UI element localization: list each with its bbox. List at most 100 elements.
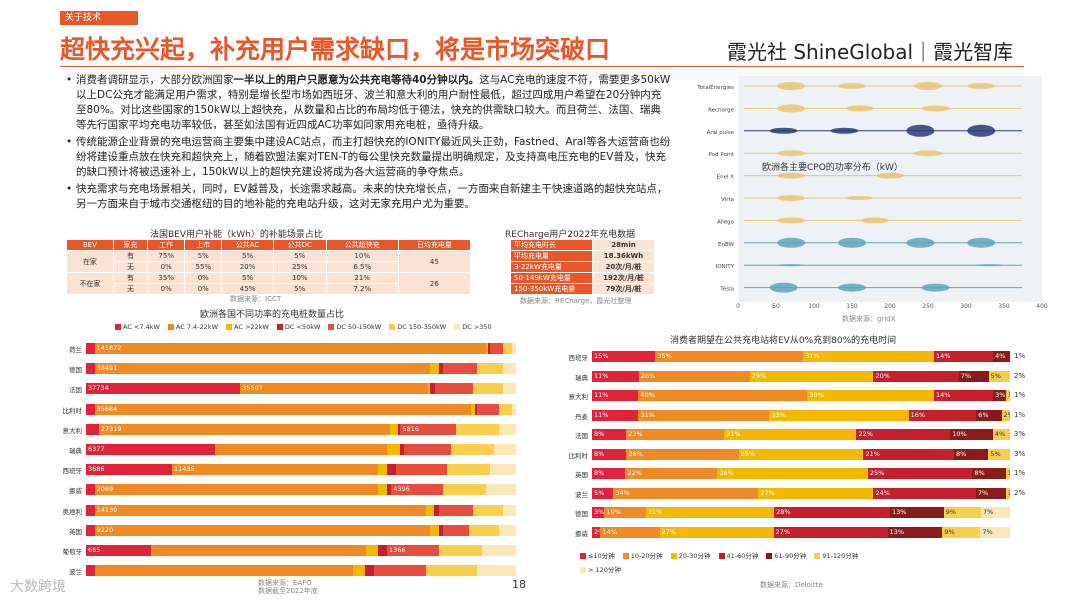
violin-density-blob	[974, 264, 1003, 267]
left-bar-row: 3686 11435	[86, 464, 516, 476]
left-bar-segment: 4396	[391, 484, 443, 496]
left-bar-segment	[215, 444, 387, 455]
left-bar-segment	[472, 504, 504, 516]
left-row-label: 葡萄牙	[62, 548, 83, 556]
violin-source: 数据来源：gridX	[842, 315, 896, 323]
violin-density-blob	[906, 124, 935, 137]
right-bar-segment: 29%	[749, 370, 874, 382]
recharge-table: 平均充电时长 28min 平均充电量 18.36kWh 3-22kW充电量 20次/月/桩…	[510, 239, 655, 295]
right-bar-segment: 16%	[908, 409, 977, 421]
left-row-label: 瑞典	[69, 447, 82, 455]
right-row-label: 意大利	[568, 393, 589, 401]
left-row-label: 法国	[69, 386, 82, 395]
right-row-label: 比利时	[568, 451, 589, 460]
left-row-label: 意大利	[62, 426, 83, 435]
left-bar-segment	[468, 524, 499, 536]
left-bar-row	[86, 565, 516, 577]
violin-density-blob	[967, 237, 996, 248]
left-bar-segment	[378, 484, 387, 496]
violin-density-blob	[777, 217, 806, 224]
france-header-cell: BEV	[66, 239, 114, 251]
legend-swatch	[167, 324, 174, 330]
right-bar-segment: 27%	[758, 487, 874, 499]
violin-density-blob	[777, 237, 806, 248]
right-legend-item: 91-120分钟	[814, 550, 858, 560]
france-header-cell: 公共超快充	[325, 239, 399, 251]
left-bar-segment	[475, 403, 478, 415]
france-value-cell: 0%	[147, 261, 186, 273]
france-value-cell: 6.5%	[325, 261, 399, 273]
violin-density-blob	[967, 83, 996, 89]
left-bar-row: 9220	[86, 524, 516, 536]
violin-tick-label: 50	[772, 303, 780, 310]
legend-swatch	[115, 324, 121, 330]
right-bar-segment: 21%	[863, 448, 954, 460]
right-bar-row: 8% 26% 29% 21% 8% 5%	[592, 448, 1010, 460]
left-row-label: 奥地利	[62, 507, 83, 516]
left-bar-segment	[511, 403, 516, 415]
right-bar-segment: 11%	[592, 390, 639, 401]
right-bar-row: 11% 26% 29% 20% 7% 5%	[592, 370, 1010, 382]
france-header-cell: 上市	[184, 239, 223, 251]
right-bar-segment: 8%	[592, 429, 627, 440]
right-bar-segment: 4%	[993, 351, 1010, 362]
right-bar-row: 8%22%36%25%8%1%	[592, 468, 1010, 479]
france-value-cell: 10%	[272, 272, 327, 284]
left-bar-segment	[86, 343, 95, 354]
watermark-logo: 大数跨境	[10, 579, 66, 595]
right-bar-segment: 20%	[873, 370, 959, 382]
left-row-label: 波兰	[69, 568, 82, 577]
right-bar-segment: 13%	[889, 507, 944, 518]
legend-swatch	[718, 553, 725, 559]
right-bar-segment: 1%	[1005, 390, 1010, 401]
france-value-cell: 5%	[272, 250, 327, 262]
violin-density-blob	[921, 105, 950, 112]
left-bar-segment	[477, 363, 504, 375]
left-bar-segment	[498, 423, 516, 435]
france-daily-cell: 26	[397, 272, 472, 295]
left-bar-segment	[386, 484, 392, 496]
violin-density-blob	[777, 104, 806, 113]
left-chart-title: 欧洲各国不同功率的充电桩数量占比	[200, 310, 345, 320]
left-bar-row: 2069 4396	[86, 484, 516, 496]
recharge-table-title: RECharge用户2022年充电数据	[505, 230, 636, 240]
right-chart-title: 消费者期望在公共充电站将EV从0%充到80%的充电时间	[670, 336, 897, 346]
recharge-table-source: 数据来源：RECharge，霞光社整理	[520, 297, 632, 305]
left-bar-segment	[86, 565, 95, 577]
left-bar-segment	[395, 464, 448, 476]
recharge-key-cell: 平均充电时长	[510, 239, 593, 251]
left-chart-source: 数据来源：EAFO 数据截至2022年底	[258, 579, 318, 595]
left-bar-segment	[352, 565, 366, 577]
france-value-cell: 21%	[325, 272, 399, 284]
france-value-cell: 20%	[221, 261, 274, 273]
left-bar-segment	[498, 403, 512, 415]
recharge-key-cell: 50-149kW充电量	[510, 272, 593, 284]
right-bar-segment: 5%	[988, 448, 1010, 460]
left-bar-segment	[404, 444, 452, 455]
right-bar-row: 11%31%33%16%6%2%	[592, 409, 1010, 421]
violin-tick-label: 100	[808, 303, 820, 310]
left-bar-row: 6377	[86, 444, 516, 455]
right-bar-segment: 2%	[1001, 409, 1010, 421]
legend-swatch	[276, 324, 283, 330]
right-chart-legend: ≤10分钟 10-20分钟 20-30分钟 41-60分钟 61-90分钟 91-120分…	[580, 550, 880, 574]
right-row-label: 瑞典	[575, 373, 588, 382]
left-bar-segment	[442, 524, 469, 536]
right-row-label: 英国	[575, 471, 588, 479]
right-bar-segment: 28%	[774, 507, 890, 518]
right-legend-item: 41-60分钟	[718, 550, 758, 560]
france-header-cell: 公共DC	[272, 239, 327, 251]
violin-density-blob	[967, 124, 996, 137]
france-sub-cell: 无	[112, 283, 149, 295]
left-bar-segment: 35684	[94, 403, 472, 415]
right-bar-segment: 9%	[942, 526, 981, 538]
france-value-cell: 25%	[272, 261, 327, 273]
left-bar-segment: 14139	[94, 504, 426, 516]
violin-tick-label: 300	[960, 303, 972, 310]
violin-operator-label: Recharge	[708, 107, 734, 113]
left-bar-segment	[498, 524, 516, 536]
violin-density-blob	[838, 83, 866, 89]
left-bar-segment	[503, 383, 516, 395]
france-group-cell: 在家	[66, 250, 114, 273]
left-bar-segment	[456, 423, 499, 435]
